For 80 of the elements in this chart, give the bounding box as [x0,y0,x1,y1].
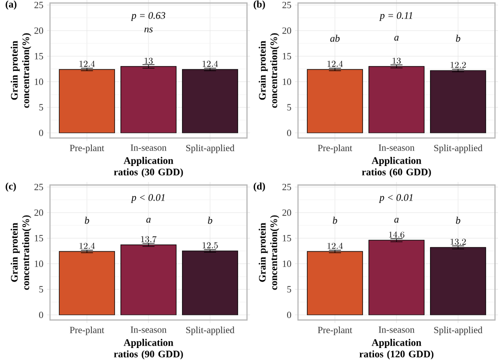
y-tick-label: 0 [39,130,44,136]
y-tick-label: 20 [34,209,44,216]
annotation: p = 0.63 [130,12,166,21]
x-axis-title: Application ratios (90 GDD) [114,338,183,360]
annotation: ab [330,34,340,42]
y-tick-label: 20 [282,209,292,216]
x-tick-label: Pre-plant [318,144,352,154]
y-tick-label: 5 [287,286,292,292]
annotation: b [332,216,338,224]
data-label: 12.2 [450,62,466,68]
annotation: a [146,218,151,223]
y-axis-title: Grain protein concentration(%) [258,33,280,108]
y-tick-label: 0 [287,312,292,318]
y-tick-label: 25 [34,2,44,8]
y-tick-label: 15 [282,53,292,60]
y-axis-title: Grain protein concentration(%) [258,215,280,290]
x-tick-label: In-season [378,326,414,333]
bar [368,240,425,316]
y-tick-label: 25 [34,184,44,190]
annotation: ns [144,28,153,32]
y-tick-label: 10 [282,260,292,267]
annotation: b [208,216,212,224]
x-tick-label: Split-applied [186,326,234,336]
x-tick-label: Pre-plant [70,144,104,154]
y-tick-label: 15 [34,53,44,60]
data-label: 12.5 [202,242,218,248]
y-axis-title: Grain protein concentration(%) [10,215,32,290]
y-tick-label: 20 [34,27,44,34]
y-tick-label: 25 [282,184,292,190]
annotation: a [394,218,399,223]
y-tick-label: 5 [287,104,292,110]
annotation: a [394,36,399,41]
data-label: 14.6 [389,231,404,238]
y-tick-label: 5 [39,104,44,110]
annotation: p < 0.01 [378,194,412,203]
chart-title: (a) [6,0,16,10]
x-tick-label: Split-applied [434,326,482,336]
bar [306,251,363,316]
y-tick-label: 25 [282,2,292,8]
x-tick-label: Split-applied [186,144,234,154]
x-tick-label: In-season [130,144,166,151]
annotation: p < 0.01 [130,194,164,203]
y-tick-label: 10 [282,78,292,85]
y-tick-label: 0 [287,130,292,136]
y-tick-label: 10 [34,260,44,267]
chart-title: (d) [254,182,265,192]
chart-title: (c) [6,182,16,192]
chart-title: (b) [254,0,265,10]
y-tick-label: 15 [282,235,292,242]
y-tick-label: 20 [282,27,292,34]
annotation: b [456,34,460,42]
bar [182,250,238,316]
data-label: 13.2 [450,238,466,245]
data-label: 12.4 [202,60,218,67]
data-label: 12.4 [80,60,95,67]
y-axis-title: Grain protein concentration(%) [10,33,32,108]
x-tick-label: Pre-plant [70,326,104,336]
x-tick-label: Pre-plant [318,326,352,336]
y-tick-label: 5 [39,286,44,292]
data-label: 12.4 [328,60,343,67]
data-label: 12.4 [80,242,95,249]
x-axis-title: Application ratios (30 GDD) [114,156,183,178]
y-tick-label: 15 [34,235,44,242]
bar [58,251,115,316]
x-axis-title: Application ratios (60 GDD) [362,156,431,178]
data-label: 13 [144,58,153,64]
data-label: 13 [392,58,401,64]
bar [430,247,486,316]
annotation: p = 0.11 [379,12,412,21]
y-tick-label: 0 [39,312,44,318]
data-label: 13.7 [141,236,157,242]
x-tick-label: In-season [378,144,414,151]
x-tick-label: Split-applied [434,144,482,154]
x-axis-title: Application ratios (120 GDD) [359,338,434,360]
bar [120,244,177,316]
y-tick-label: 10 [34,78,44,85]
x-tick-label: In-season [130,326,166,333]
data-label: 12.4 [328,242,343,249]
annotation: b [456,216,460,224]
annotation: b [84,216,90,224]
